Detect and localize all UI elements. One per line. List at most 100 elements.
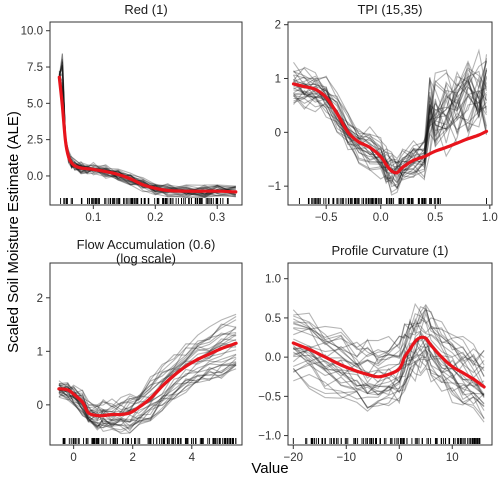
x-tick-label: −0.5: [315, 212, 338, 224]
panel-frame: [287, 21, 493, 206]
ale-curve-12: [58, 70, 236, 195]
ale-curve-8: [58, 65, 236, 196]
ale-curve-6: [293, 89, 487, 194]
ale-curve-11: [58, 332, 237, 413]
ale-curve-27: [58, 73, 237, 197]
ale-curve-11: [293, 317, 485, 377]
ale-curve-17: [293, 305, 485, 372]
y-tick-label: 10.0: [21, 26, 43, 38]
x-tick-label: 2: [130, 452, 136, 464]
ale-curve-17: [293, 74, 488, 177]
ale-curve-1: [58, 356, 237, 424]
x-tick-label: 0.0: [373, 212, 389, 224]
ale-curve-18: [293, 75, 488, 171]
ale-curve-22: [58, 316, 237, 408]
ale-curve-14: [292, 346, 485, 396]
ale-curve-19: [58, 338, 237, 420]
ale-curve-10: [293, 311, 485, 374]
ale-curve-21: [293, 337, 485, 399]
ale-curve-26: [58, 333, 237, 419]
ale-curve-20: [58, 76, 237, 196]
y-tick-label: 0: [37, 400, 43, 412]
y-tick-label: −0.5: [258, 391, 281, 403]
ale-curve-17: [58, 364, 237, 430]
ale-curve-28: [293, 347, 485, 411]
mean-ale-curve: [291, 82, 489, 175]
y-tick-label: 0.0: [27, 171, 43, 183]
rug-marks: [298, 198, 487, 204]
panel-title: Red (1): [124, 2, 167, 17]
ale-curve-2: [293, 348, 485, 404]
y-tick-label: 0: [275, 127, 281, 139]
panel-subtitle: (log scale): [116, 251, 176, 266]
ale-curve-18: [58, 313, 237, 411]
ale-curve-4: [58, 363, 237, 429]
ale-curve-9: [293, 54, 488, 167]
ale-curve-22: [58, 79, 236, 196]
ale-curve-10: [293, 58, 488, 160]
ale-curve-26: [292, 359, 485, 420]
ale-curve-3: [293, 85, 488, 189]
chart-panel-3: Flow Accumulation (0.6)(log scale) 0 2 4 0 1 2: [37, 237, 243, 464]
ale-curve-29: [293, 308, 485, 369]
ale-curve-5: [58, 72, 236, 197]
panel-lines: [291, 48, 489, 196]
panel-title: TPI (15,35): [357, 2, 422, 17]
ale-curve-6: [58, 70, 236, 198]
figure-x-axis-label: Value: [251, 460, 288, 477]
ale-curve-9: [293, 318, 485, 389]
ale-curve-17: [58, 66, 236, 194]
ale-curve-22: [293, 48, 488, 166]
ale-curve-3: [58, 353, 237, 422]
ale-curve-21: [58, 64, 236, 197]
ale-curve-15: [58, 66, 236, 194]
x-tick-label: −20: [284, 452, 304, 464]
ale-curve-25: [293, 315, 485, 378]
ale-curve-29: [58, 349, 237, 426]
ale-curve-25: [58, 60, 236, 197]
y-tick-label: 0.5: [265, 313, 281, 325]
ale-curve-3: [293, 356, 485, 419]
x-tick-label: 1.0: [482, 212, 498, 224]
ale-curve-15: [58, 323, 237, 407]
panel-frame: [49, 21, 243, 206]
mean-ale-curve: [57, 341, 238, 418]
x-tick-label: 0: [396, 452, 402, 464]
ale-curve-19: [293, 341, 485, 396]
panel-lines: [291, 302, 486, 423]
x-tick-label: 10: [446, 452, 459, 464]
rug-marks: [292, 438, 481, 444]
y-tick-label: 0.0: [265, 352, 281, 364]
ale-curve-27: [293, 80, 487, 186]
y-tick-label: 1: [37, 346, 43, 358]
ale-curve-7: [58, 334, 237, 416]
ale-curve-11: [58, 61, 236, 197]
ale-curve-18: [58, 75, 236, 196]
y-tick-label: 1.0: [265, 274, 281, 286]
ale-curve-27: [58, 364, 237, 433]
figure-y-axis-label: Scaled Soil Moisture Estimate (ALE): [5, 111, 22, 353]
x-tick-label: 0.3: [209, 212, 225, 224]
rug-marks: [60, 198, 229, 204]
panel-title: Flow Accumulation (0.6): [77, 237, 216, 252]
panel-frame: [287, 262, 493, 446]
chart-panel-4: Profile Curvature (1) −20 −10 0 10 −1.0 −0.5 0.…: [258, 243, 493, 464]
ale-curve-21: [58, 361, 237, 428]
y-tick-label: 1: [275, 74, 281, 86]
chart-panel-2: TPI (15,35) −0.5 0.0 0.5 1.0 −1 0 1 2: [268, 2, 498, 224]
panel-frame: [49, 262, 243, 446]
y-tick-label: 7.5: [27, 62, 43, 74]
ale-curve-8: [293, 302, 485, 363]
ale-curve-30: [293, 345, 485, 398]
y-tick-label: 2: [37, 293, 43, 305]
ale-curve-4: [292, 335, 485, 395]
panel-title: Profile Curvature (1): [331, 243, 448, 258]
y-tick-label: −1.0: [258, 431, 281, 443]
ale-curve-7: [58, 58, 236, 195]
ale-curve-6: [58, 342, 237, 425]
ale-curve-30: [58, 362, 237, 431]
ale-curve-2: [58, 73, 236, 195]
panel-lines: [57, 313, 238, 435]
ale-curve-24: [58, 368, 237, 435]
ale-curve-6: [293, 303, 485, 360]
